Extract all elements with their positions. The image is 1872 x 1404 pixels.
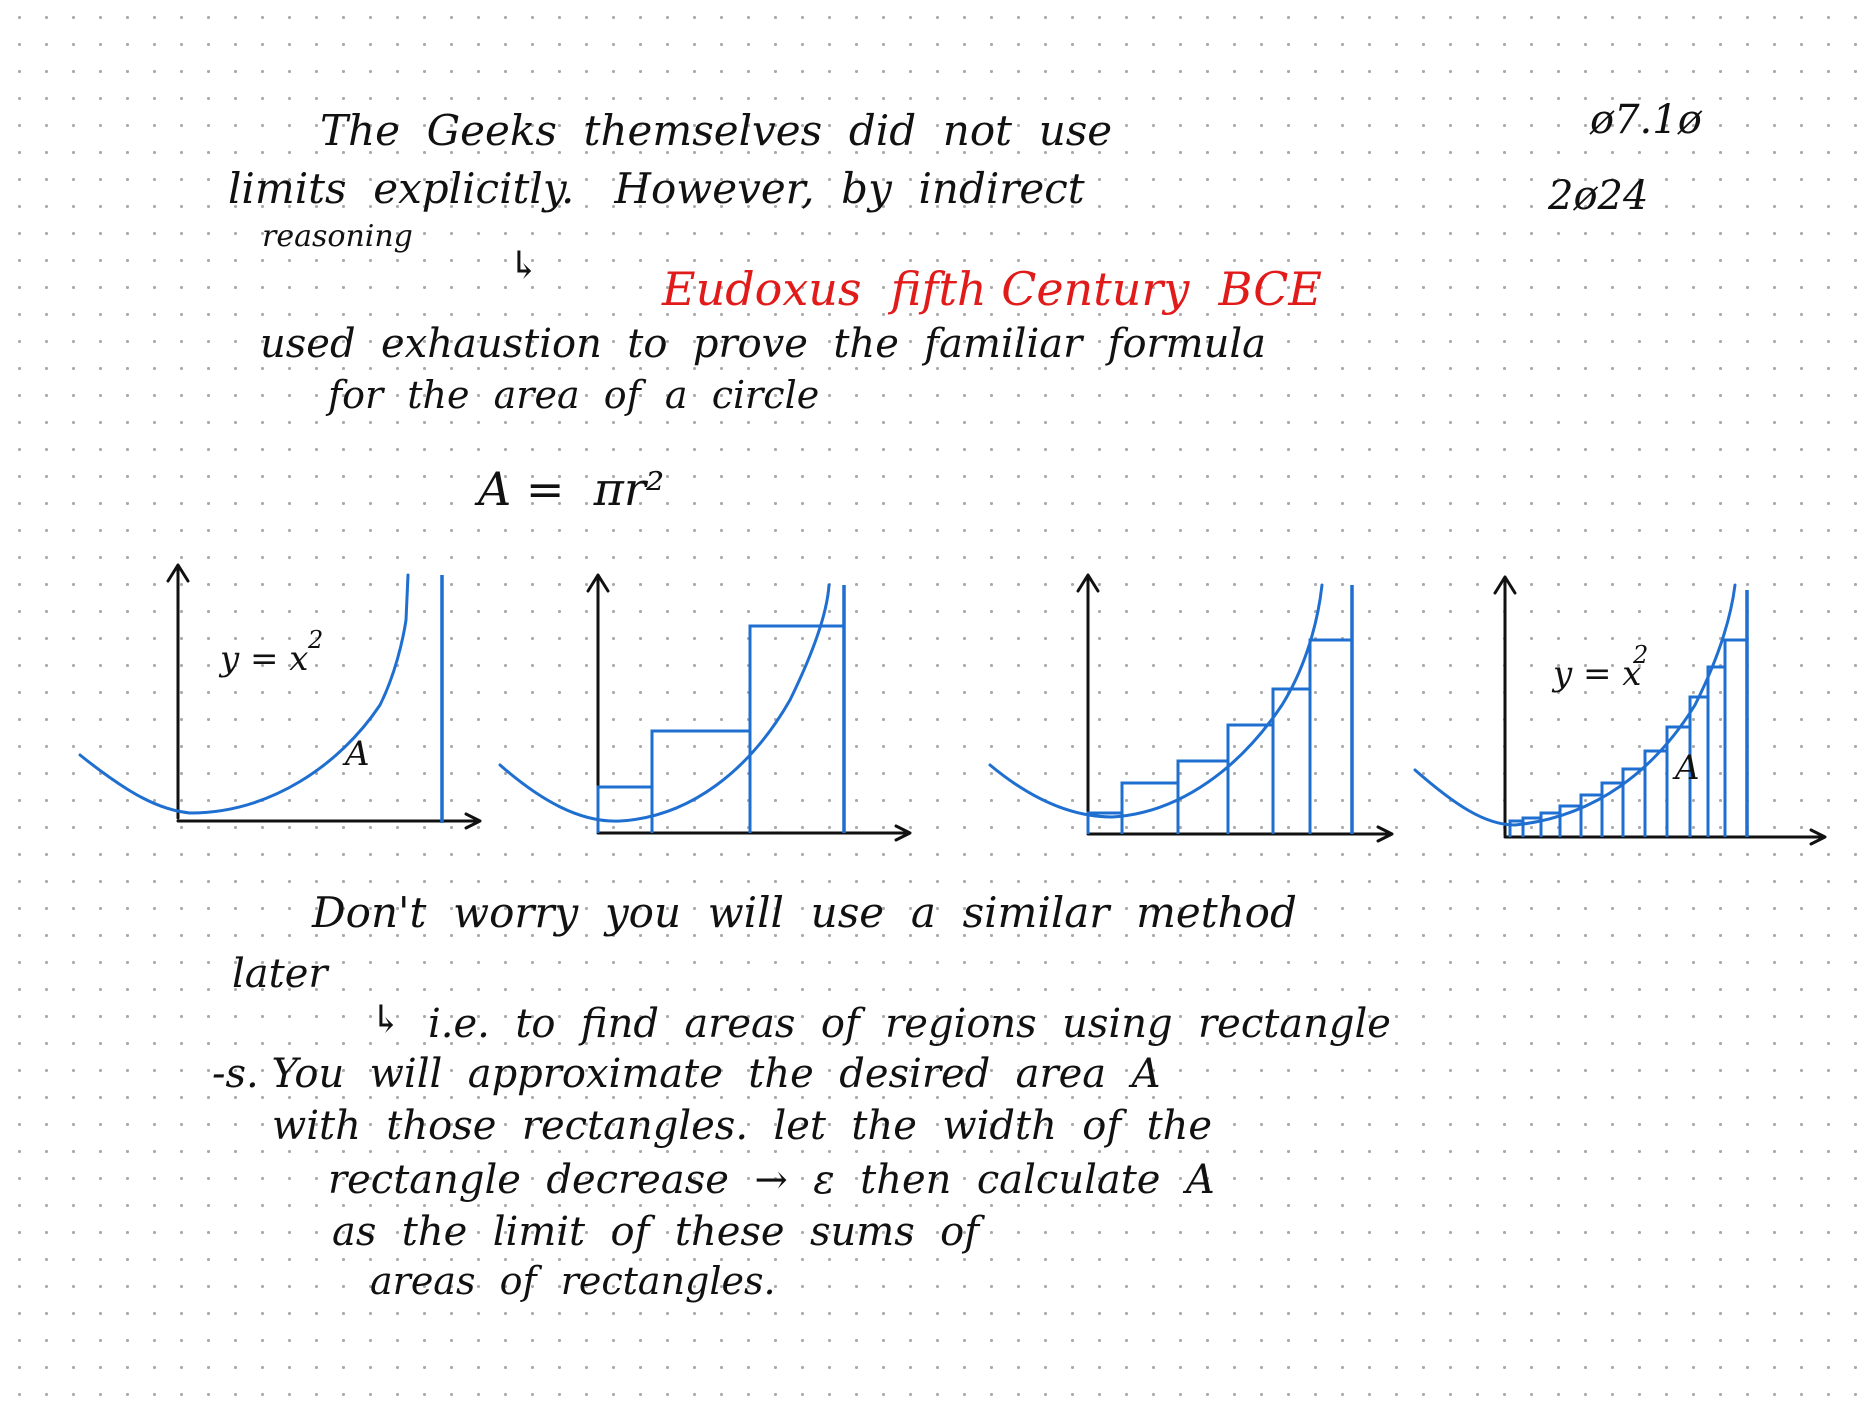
- parabola-curve: [498, 583, 831, 823]
- curve-label: y = x: [218, 639, 309, 679]
- riemann-rect-2: [650, 729, 752, 833]
- riemann-rects: [1508, 638, 1747, 837]
- p2-line5: with those rectangles. let the width of …: [272, 1103, 1213, 1149]
- riemann-rect-3: [748, 624, 846, 833]
- p2-line4: -s. You will approximate the desired are…: [212, 1051, 1161, 1097]
- parabola-curve: [1413, 583, 1737, 827]
- x-axis: [1086, 825, 1394, 843]
- y-axis: [1493, 575, 1517, 837]
- page-year: 2ø24: [1548, 173, 1649, 219]
- x-axis: [176, 812, 482, 830]
- figure-3: [982, 555, 1394, 855]
- p1-line3: reasoning: [262, 219, 413, 254]
- p1-line2: limits explicitly. However, by indirect: [228, 164, 1085, 213]
- figure-1-svg: y = x 2 A: [78, 563, 482, 830]
- area-formula: A = πr²: [478, 462, 665, 516]
- riemann-rects: [1086, 638, 1352, 834]
- area-label: A: [1672, 748, 1700, 788]
- curve-label: y = x: [1551, 654, 1642, 694]
- p2-line3: i.e. to find areas of regions using rect…: [428, 1001, 1391, 1047]
- figure-2-svg: [498, 573, 912, 842]
- p2-line2: later: [232, 951, 328, 997]
- p2-line8: areas of rectangles.: [370, 1259, 776, 1303]
- riemann-rect-1: [596, 785, 654, 833]
- parabola-curve: [78, 573, 410, 815]
- figure-3-svg: [988, 573, 1394, 843]
- curve-exponent: 2: [1632, 641, 1648, 669]
- x-axis: [596, 824, 912, 842]
- figure-2: [490, 555, 912, 855]
- p1-line4: used exhaustion to prove the familiar fo…: [260, 321, 1266, 367]
- p2-arrow-icon: ↳: [370, 997, 402, 1041]
- y-axis: [166, 563, 190, 820]
- p2-line7: as the limit of these sums of: [332, 1209, 980, 1255]
- parabola-curve: [988, 583, 1324, 819]
- y-axis: [1076, 573, 1100, 835]
- page-date: ø7.1ø: [1590, 97, 1702, 143]
- eudoxus-highlight: Eudoxus fifth Century BCE: [662, 262, 1323, 316]
- figure-4: y = x 2 A: [1405, 555, 1827, 855]
- x-axis: [1503, 828, 1827, 846]
- area-label: A: [342, 734, 370, 774]
- p2-line1: Don't worry you will use a similar metho…: [312, 888, 1297, 937]
- p1-line5: for the area of a circle: [328, 373, 820, 417]
- figure-4-svg: y = x 2 A: [1413, 575, 1827, 846]
- figure-1: y = x 2 A: [70, 555, 482, 855]
- p1-arrow-icon: ↳: [508, 243, 540, 287]
- p1-line1: The Geeks themselves did not use: [320, 106, 1113, 155]
- p2-line6: rectangle decrease → ε then calculate A: [328, 1157, 1215, 1203]
- curve-exponent: 2: [307, 626, 323, 654]
